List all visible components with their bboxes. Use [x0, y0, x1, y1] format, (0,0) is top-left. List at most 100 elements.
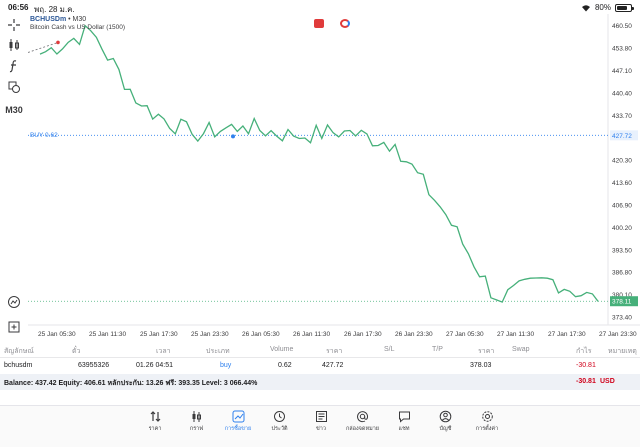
chart-canvas[interactable]: 460.50 453.80 447.10 440.40 433.70 427.72 420.…: [28, 14, 640, 342]
column-header[interactable]: ตั๋ว: [72, 348, 81, 355]
column-header[interactable]: T/P: [432, 346, 443, 353]
price-series-line: [39, 24, 599, 303]
news-icon: [315, 411, 327, 422]
timeframe-button[interactable]: M30: [4, 101, 24, 119]
column-header[interactable]: เวลา: [156, 348, 171, 355]
balance-currency: USD: [600, 378, 615, 385]
tab-label: กราฟ: [189, 426, 204, 432]
settings-icon: [481, 411, 493, 422]
cell-volume: 0.62: [278, 362, 292, 369]
cell-price: 378.03: [470, 362, 492, 369]
chart-trade-icon: [8, 296, 20, 308]
column-header[interactable]: Volume: [270, 346, 294, 353]
new-order-tool[interactable]: [4, 318, 24, 336]
price-tick-label: 460.50: [612, 23, 632, 30]
one-click-trading-icon[interactable]: [314, 19, 324, 28]
time-tick-label: 27 Jan 11:30: [497, 331, 534, 338]
buy-price-tag-bg: [610, 130, 638, 141]
tab-bar: ราคา กราฟ การซื้อขาย ประวัติ ข่าว กล่องจดหมาย…: [0, 405, 640, 447]
time-tick-label: 25 Jan 23:30: [191, 331, 229, 338]
buy-position-label[interactable]: BUY 0.62: [30, 132, 58, 139]
column-header[interactable]: สัญลักษณ์: [4, 348, 34, 355]
tab-news[interactable]: ข่าว: [300, 410, 342, 433]
tab-arrows-updown[interactable]: ราคา: [134, 410, 176, 433]
tab-mailbox[interactable]: กล่องจดหมาย: [342, 410, 384, 433]
history-trade-line: [28, 42, 59, 53]
functions-tool[interactable]: [4, 57, 24, 75]
column-header[interactable]: ราคา: [326, 348, 343, 355]
cell-type: buy: [220, 362, 232, 369]
price-tick-label: 447.10: [612, 68, 632, 75]
tab-candles[interactable]: กราฟ: [176, 410, 218, 433]
cell-symbol: bchusdm: [4, 362, 33, 369]
price-tick-label: 378.11: [612, 299, 632, 306]
price-tick-label: 453.80: [612, 46, 632, 53]
column-header[interactable]: กำไร: [576, 348, 592, 355]
price-tick-label: 420.30: [612, 158, 632, 165]
tab-label: การซื้อขาย: [224, 426, 252, 432]
indicators-tool[interactable]: [4, 36, 24, 54]
table-header: สัญลักษณ์ ตั๋ว เวลา ประเภท Volume ราคา S/L T/P ร…: [0, 342, 640, 358]
tab-label: ข่าว: [316, 426, 326, 432]
time-tick-label: 26 Jan 05:30: [242, 331, 280, 338]
battery-percent: 80%: [594, 3, 611, 12]
price-tick-label: 406.90: [612, 202, 632, 209]
price-tick-label: 393.50: [612, 247, 632, 254]
objects-tool[interactable]: [4, 78, 24, 96]
price-tick-label: 400.20: [612, 225, 632, 232]
column-header[interactable]: ราคา: [478, 348, 495, 355]
price-tick-label: 373.40: [612, 314, 632, 321]
symbol-description: Bitcoin Cash vs US Dollar (1500): [30, 24, 126, 31]
balance-summary: Balance: 437.42 Equity: 406.61 หลักประกั…: [4, 380, 258, 387]
wifi-icon: [581, 4, 590, 11]
clock: 06:56: [8, 3, 29, 12]
history-marker[interactable]: [56, 40, 60, 45]
time-tick-label: 26 Jan 11:30: [293, 331, 330, 338]
cell-profit: -30.81: [576, 362, 596, 369]
crosshair-tool[interactable]: [4, 16, 24, 34]
tab-chat[interactable]: แชท: [383, 410, 425, 433]
price-tick-label: 440.40: [612, 90, 632, 97]
cell-ticket: 63955326: [78, 362, 110, 369]
tab-label: กล่องจดหมาย: [345, 426, 380, 432]
tab-trade-chart[interactable]: การซื้อขาย: [217, 410, 259, 433]
function-icon: [9, 60, 17, 73]
status-bar: 06:56 พฤ. 28 ม.ค. 80%: [0, 0, 640, 14]
tab-settings[interactable]: การตั้งค่า: [466, 410, 508, 433]
time-tick-label: 25 Jan 11:30: [89, 331, 126, 338]
time-tick-label: 26 Jan 17:30: [344, 331, 382, 338]
date: พฤ. 28 ม.ค.: [34, 5, 75, 14]
column-header[interactable]: S/L: [384, 346, 395, 353]
time-tick-label: 27 Jan 23:30: [599, 331, 637, 338]
column-header[interactable]: ประเภท: [206, 348, 230, 355]
tab-label: ประวัติ: [271, 426, 288, 432]
account-icon: [439, 410, 452, 423]
entry-marker[interactable]: [231, 134, 235, 139]
crosshair-icon: [8, 19, 20, 31]
price-tick-label: 413.60: [612, 180, 632, 187]
tab-history[interactable]: ประวัติ: [259, 410, 301, 433]
trade-tool[interactable]: [4, 293, 24, 311]
price-tick-label: 427.72: [612, 133, 632, 140]
price-tick-label: 433.70: [612, 113, 632, 120]
table-row[interactable]: bchusdm 63955326 01.26 04:51 buy 0.62 42…: [0, 358, 640, 374]
balance-profit: -30.81: [576, 378, 596, 385]
bid-price-tag-bg: [610, 296, 638, 307]
time-tick-label: 25 Jan 05:30: [38, 331, 76, 338]
price-chart[interactable]: 460.50 453.80 447.10 440.40 433.70 427.72 420.…: [28, 14, 640, 342]
time-tick-label: 26 Jan 23:30: [395, 331, 433, 338]
loading-indicator-icon: [340, 19, 350, 28]
tab-label: การตั้งค่า: [475, 426, 499, 432]
indicator-icons: [314, 19, 350, 28]
time-tick-label: 25 Jan 17:30: [140, 331, 178, 338]
column-header[interactable]: หมายเหตุ: [608, 348, 637, 355]
chart-toolbar: M30: [0, 14, 28, 342]
symbol-name: BCHUSDm: [30, 16, 67, 23]
symbol-timeframe: • M30: [66, 16, 87, 23]
tab-label: ราคา: [148, 426, 162, 432]
mailbox-icon: [357, 411, 369, 423]
candles-icon: [9, 39, 19, 51]
column-header[interactable]: Swap: [512, 346, 530, 353]
tab-account[interactable]: บัญชี: [425, 410, 467, 433]
trade-chart-icon: [232, 410, 244, 423]
